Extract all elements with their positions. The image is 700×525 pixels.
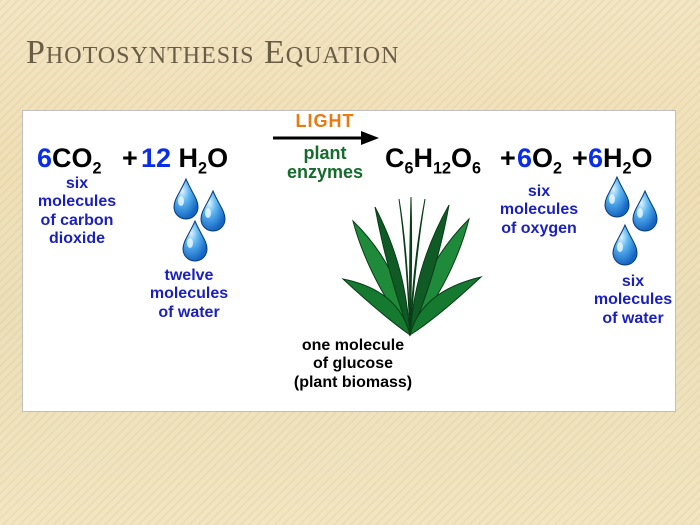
f: O	[451, 143, 472, 173]
coef: 6	[588, 143, 603, 173]
s: 6	[472, 159, 481, 177]
desc-o2: sixmoleculesof oxygen	[493, 183, 585, 238]
sub: 2	[198, 159, 207, 177]
line: enzymes	[287, 162, 363, 182]
formula: CO	[52, 143, 93, 173]
sub: 2	[553, 159, 562, 177]
water-drops-icon	[599, 175, 669, 280]
term-co2: 6CO2	[37, 143, 102, 178]
line: plant	[304, 143, 347, 163]
term-h2o-right: 6H2O	[588, 143, 653, 178]
formula: O	[532, 143, 553, 173]
plant-icon	[335, 197, 485, 342]
f: H	[414, 143, 434, 173]
page-title: Photosynthesis Equation	[26, 34, 399, 72]
plus-icon: +	[117, 143, 143, 174]
reaction-arrow-block: LIGHT plant enzymes	[270, 111, 380, 182]
s: 6	[405, 159, 414, 177]
term-glucose: C6H12O6	[385, 143, 481, 178]
desc-glucose: one moleculeof glucose(plant biomass)	[263, 337, 443, 392]
coef: 6	[517, 143, 532, 173]
formula: H	[603, 143, 623, 173]
term-h2o-left: 12 H2O	[141, 143, 228, 178]
coef: 6	[37, 143, 52, 173]
term-o2: 6O2	[517, 143, 562, 178]
f: C	[385, 143, 405, 173]
desc-h2o-right: sixmoleculesof water	[593, 273, 673, 328]
water-drops-icon	[171, 177, 241, 274]
coef: 12	[141, 143, 171, 173]
tail: O	[207, 143, 228, 173]
enzymes-label: plant enzymes	[270, 144, 380, 182]
formula: H	[171, 143, 198, 173]
s: 12	[433, 159, 451, 177]
desc-co2: sixmoleculesof carbondioxide	[31, 175, 123, 249]
equation-card: 6CO2 + 12 H2O C6H12O6 + 6O2 + 6H2O LIGHT…	[22, 110, 676, 412]
tail: O	[632, 143, 653, 173]
desc-h2o-left: twelvemoleculesof water	[143, 267, 235, 322]
